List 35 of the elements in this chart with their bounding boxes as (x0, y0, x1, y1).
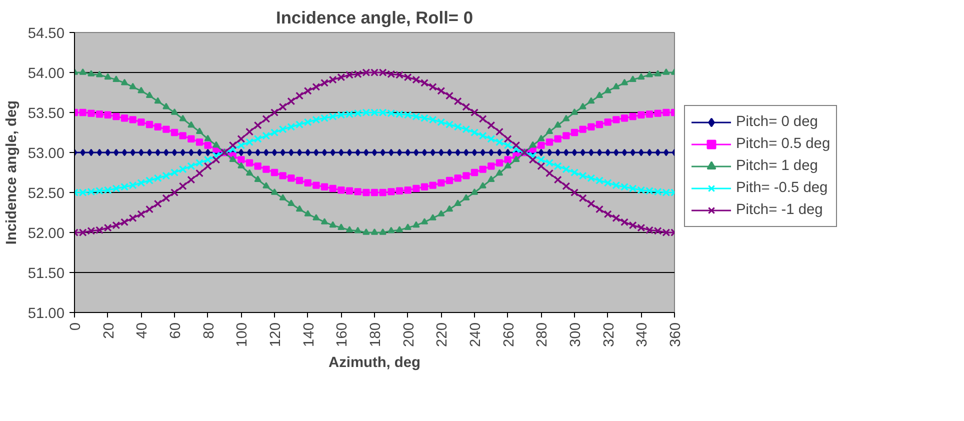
y-tick-label: 52.00 (28, 226, 65, 242)
legend-label: Pitch= 1 deg (736, 158, 818, 174)
x-tick-label: 40 (134, 322, 151, 339)
x-tick-label: 0 (68, 322, 84, 331)
x-tick-label: 20 (101, 322, 118, 339)
legend-label: Pitch= 0 deg (736, 114, 818, 130)
x-axis-title: Azimuth, deg (328, 354, 421, 371)
legend-label: Pith= -0.5 deg (736, 180, 828, 196)
legend-label: Pitch= 0.5 deg (736, 136, 830, 152)
y-tick-label: 54.50 (28, 26, 65, 42)
x-tick-label: 80 (201, 322, 218, 339)
x-tick-label: 100 (234, 322, 251, 347)
x-tick-label: 260 (501, 322, 518, 347)
x-tick-label: 300 (568, 322, 584, 347)
x-tick-label: 320 (601, 322, 618, 347)
chart-title: Incidence angle, Roll= 0 (276, 8, 473, 28)
x-tick-label: 120 (268, 322, 284, 347)
x-tick-label: 200 (401, 322, 418, 347)
x-tick-label: 280 (534, 322, 551, 347)
x-tick-label: 240 (468, 322, 484, 347)
x-tick-label: 160 (334, 322, 351, 347)
y-tick-label: 51.50 (28, 266, 65, 282)
x-tick-label: 220 (434, 322, 451, 347)
y-tick-label: 52.50 (28, 186, 65, 202)
x-tick-label: 60 (168, 322, 184, 339)
y-tick-label: 53.00 (28, 146, 65, 162)
y-tick-label: 53.50 (28, 106, 65, 122)
x-tick-label: 340 (634, 322, 651, 347)
x-tick-label: 180 (368, 322, 384, 347)
x-tick-label: 140 (301, 322, 318, 347)
y-tick-label: 54.00 (28, 66, 65, 82)
y-axis-title: Incidence angle, deg (4, 100, 20, 245)
legend-label: Pitch= -1 deg (736, 202, 823, 218)
y-tick-label: 51.00 (28, 306, 65, 322)
x-tick-label: 360 (668, 322, 684, 347)
